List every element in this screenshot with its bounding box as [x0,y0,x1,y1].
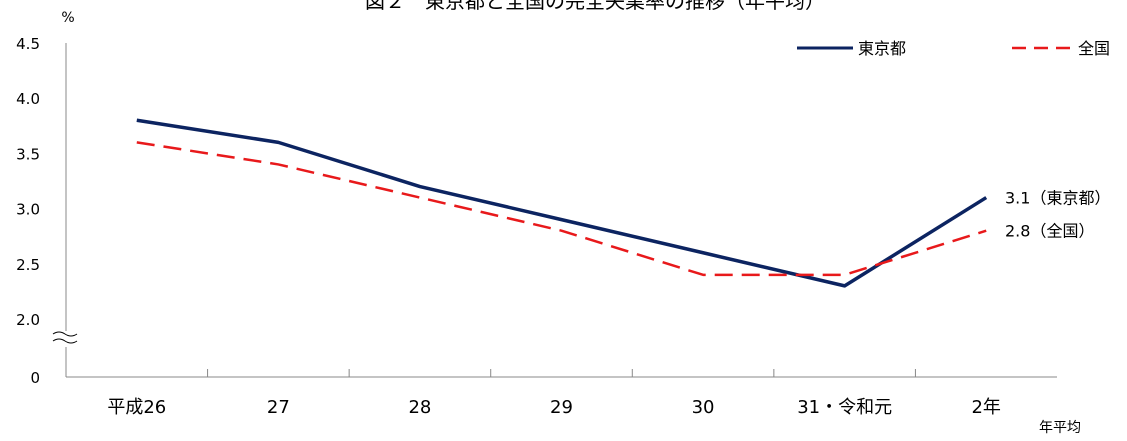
series-line-tokyo [136,118,988,288]
y-tick-label: 3.5 [16,145,40,163]
legend-label-national: 全国 [1078,39,1110,58]
x-tick-label: 31・令和元 [797,397,892,418]
chart-title: 図２ 東京都と全国の完全失業率の推移（年平均） [365,0,825,13]
x-tick-label: 2年 [971,397,1000,418]
axes [52,43,1057,378]
y-tick-label: 3.0 [16,201,40,219]
y-tick-label: 2.0 [16,311,40,329]
legend: 東京都 全国 [797,39,1110,58]
x-tick-label: 27 [267,397,290,418]
end-label-tokyo: 3.1（東京都） [1005,189,1110,208]
y-tick-label: 4.5 [16,35,40,53]
x-tick-label: 28 [408,397,431,418]
x-tick-label: 30 [692,397,715,418]
y-tick-label: 4.0 [16,90,40,108]
end-label-national: 2.8（全国） [1005,222,1094,241]
y-tick-label: 0 [30,369,40,387]
series-line-national [136,141,987,277]
y-axis-unit: % [61,10,74,26]
x-axis-title: 年平均 [1039,420,1081,436]
y-tick-label: 2.5 [16,256,40,274]
x-tick-label: 29 [550,397,573,418]
x-tick-label: 平成26 [107,397,166,418]
axis-break-icon [52,331,78,344]
legend-label-tokyo: 東京都 [858,39,906,58]
